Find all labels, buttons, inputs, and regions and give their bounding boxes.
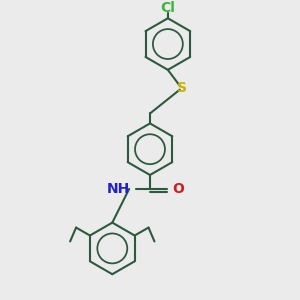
Text: Cl: Cl <box>160 1 175 15</box>
Text: NH: NH <box>107 182 130 196</box>
Text: O: O <box>172 182 184 196</box>
Text: S: S <box>177 81 187 95</box>
